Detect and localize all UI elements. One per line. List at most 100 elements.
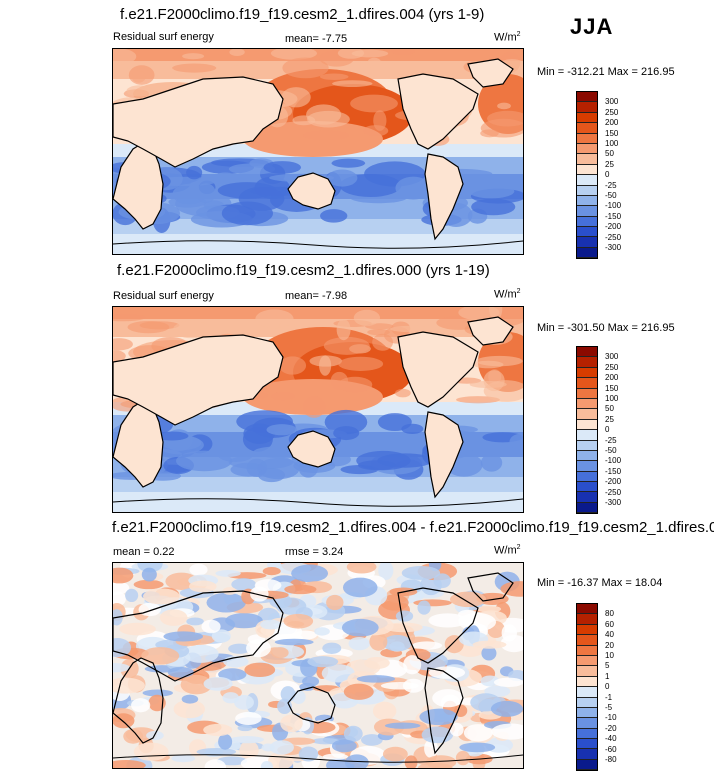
coastline [113, 498, 523, 507]
field-blob [180, 674, 213, 695]
colorbar-tick-label: -60 [605, 744, 617, 754]
field-blob [255, 309, 294, 329]
field-blob [282, 57, 329, 79]
field-blob [203, 676, 233, 691]
panel1-colorbar [576, 91, 598, 260]
field-blob [459, 742, 496, 753]
field-blob [222, 587, 237, 595]
field-blob [231, 578, 257, 591]
field-blob [319, 73, 349, 81]
colorbar-tick-label: -200 [605, 477, 622, 487]
colorbar-swatch [577, 471, 597, 483]
panel1-map [112, 48, 524, 255]
field-band [113, 234, 523, 254]
colorbar-swatch [577, 635, 597, 646]
panel2-colorbar [576, 346, 598, 515]
field-blob [182, 53, 205, 60]
colorbar-swatch [577, 123, 597, 134]
field-blob [331, 158, 366, 168]
field-blob [230, 65, 250, 73]
colorbar-swatch [577, 185, 597, 196]
colorbar-tick-label: 50 [605, 149, 614, 159]
field-blob [263, 161, 302, 174]
field-blob [280, 714, 303, 733]
colorbar-swatch [577, 388, 597, 399]
panel1-map-svg [113, 49, 523, 254]
field-blob [234, 695, 254, 710]
colorbar-tick-label: 20 [605, 640, 614, 650]
field-blob [336, 319, 351, 341]
field-blob [113, 580, 130, 596]
colorbar-swatch [577, 645, 597, 656]
panel1-title: f.e21.F2000climo.f19_f19.cesm2_1.dfires.… [120, 6, 485, 23]
field-blob [477, 605, 501, 613]
colorbar-swatch [577, 409, 597, 420]
colorbar-tick-label: -1 [605, 692, 613, 702]
field-blob [382, 634, 412, 652]
panel3-mean-label: mean = [113, 546, 150, 558]
field-blob [491, 723, 523, 740]
field-blob [497, 102, 511, 110]
field-blob [176, 450, 233, 472]
field-blob [168, 196, 207, 208]
field-blob [480, 453, 503, 472]
coastline [424, 411, 464, 499]
colorbar-swatch [577, 666, 597, 677]
field-blob [463, 724, 493, 742]
colorbar-swatch [577, 502, 597, 514]
panel3-map [112, 562, 524, 769]
field-blob [311, 737, 340, 745]
field-blob [167, 666, 194, 678]
field-blob [390, 49, 416, 56]
field-blob [229, 49, 245, 56]
panel3-mean-value: 0.22 [153, 546, 175, 558]
field-blob [320, 209, 348, 223]
field-blob [367, 328, 390, 336]
field-blob [211, 629, 231, 643]
field-blob [480, 129, 499, 138]
field-blob [364, 656, 390, 669]
colorbar-tick-label: -5 [605, 703, 613, 712]
colorbar-tick-label: -150 [605, 211, 622, 221]
colorbar-swatch [577, 102, 597, 113]
coastline [113, 657, 164, 744]
coastline [113, 401, 164, 488]
colorbar-tick-label: -50 [605, 191, 617, 200]
field-blob [343, 725, 363, 742]
colorbar-swatch [577, 175, 597, 186]
field-blob [279, 356, 307, 375]
field-blob [321, 664, 355, 683]
field-blob [501, 624, 518, 642]
field-blob [384, 722, 421, 729]
field-blob [270, 49, 318, 60]
field-blob [204, 759, 227, 768]
field-blob [319, 355, 332, 376]
colorbar-swatch [577, 697, 597, 708]
field-blob [173, 320, 210, 339]
field-blob [196, 747, 237, 756]
coastline [424, 667, 464, 755]
field-blob [225, 612, 263, 629]
field-blob [302, 130, 350, 141]
field-blob [454, 704, 468, 717]
colorbar-tick-label: -300 [605, 243, 622, 252]
coastline [467, 316, 514, 346]
coastline [467, 572, 514, 602]
colorbar-tick-label: 300 [605, 352, 619, 362]
field-blob [262, 567, 281, 576]
season-label: JJA [570, 14, 614, 39]
panel1-units: W/m2 [494, 31, 521, 44]
colorbar-tick-label: 10 [605, 651, 614, 660]
coastline [113, 143, 164, 230]
colorbar-tick-label: 1 [605, 671, 610, 681]
field-blob [113, 313, 146, 322]
colorbar-tick-label: 250 [605, 107, 619, 117]
colorbar-tick-label: 25 [605, 159, 614, 169]
coastline [397, 587, 479, 664]
field-blob [123, 728, 144, 744]
field-blob [113, 338, 133, 351]
colorbar-tick-label: 100 [605, 394, 619, 403]
field-blob [269, 740, 294, 755]
panel3-units-text: W/m [494, 544, 517, 557]
field-blob [395, 610, 414, 622]
